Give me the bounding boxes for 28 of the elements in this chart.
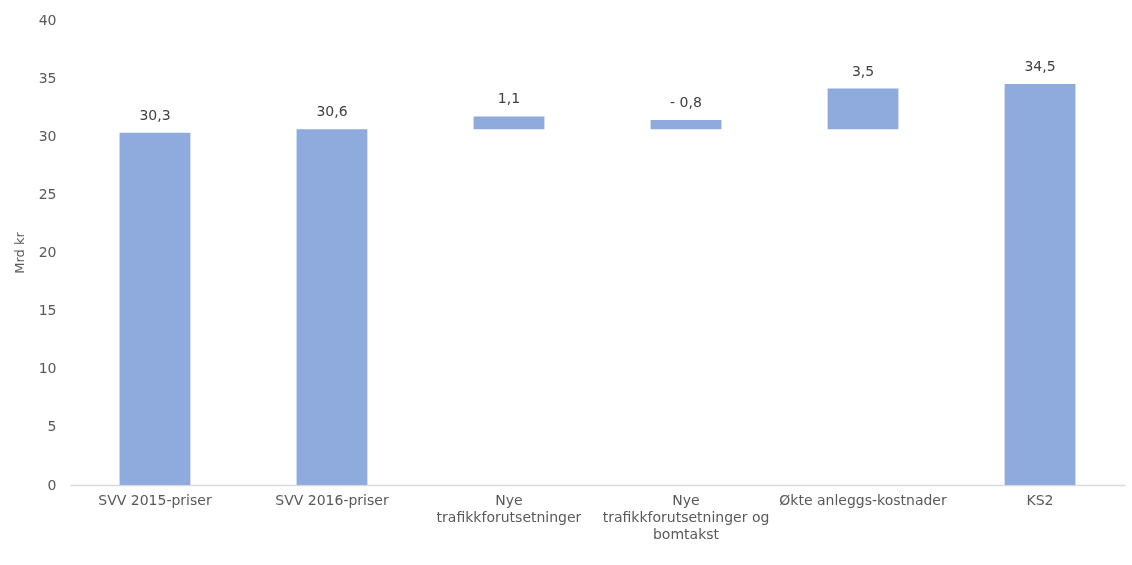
x-tick-label: SVV 2015-priser (98, 491, 212, 508)
y-tick-label: 10 (38, 360, 57, 377)
data-label: - 0,8 (670, 93, 702, 110)
x-tick-label: Nye trafikkforutsetninger og bomtakst (602, 491, 770, 542)
data-label: 1,1 (497, 90, 521, 107)
bar (827, 88, 899, 130)
y-tick-label: 20 (38, 244, 57, 260)
x-tick-label: KS2 (1026, 491, 1054, 508)
y-tick-label: 35 (38, 69, 57, 86)
x-tick-label: Økte anleggs-kostnader (779, 491, 947, 508)
bar (473, 116, 545, 130)
bar (1004, 83, 1076, 485)
x-tick-label: Nye trafikkforutsetninger (436, 491, 582, 525)
x-tick-label: SVV 2016-priser (275, 491, 389, 508)
data-label: 3,5 (851, 62, 875, 79)
bar (296, 129, 368, 485)
bar (119, 132, 191, 485)
data-label: 30,6 (316, 103, 348, 120)
y-tick-label: 15 (38, 302, 57, 319)
y-tick-label: 25 (38, 185, 57, 202)
y-tick-label: 40 (38, 11, 57, 28)
bar (650, 119, 722, 130)
y-tick-label: 30 (38, 127, 57, 144)
y-axis-title: Mrd kr (11, 231, 27, 274)
y-tick-label: 0 (47, 476, 57, 493)
y-tick-label: 5 (47, 418, 57, 435)
data-label: 34,5 (1024, 57, 1056, 74)
data-label: 30,3 (139, 106, 171, 123)
